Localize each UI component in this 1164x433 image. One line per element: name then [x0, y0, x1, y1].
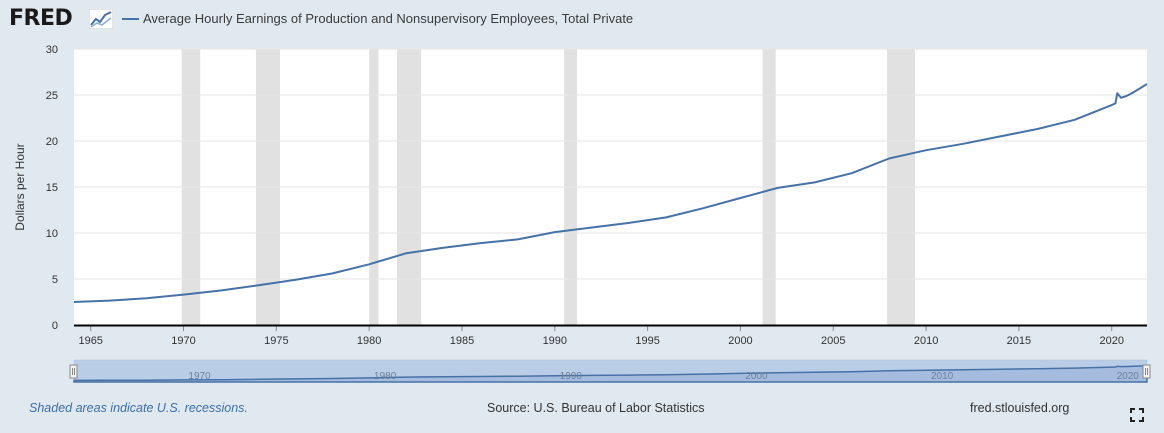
x-tick-label: 1970	[171, 335, 195, 347]
y-tick-label: 20	[46, 136, 58, 148]
x-axis-ticks: 1965 1970 1975 1980 1985 1990 1995 2000 2005 2010…	[78, 326, 1124, 347]
navigator-label: 1980	[374, 371, 397, 382]
chart-header: FRED Average Hourly Earnings of Producti…	[0, 0, 1164, 40]
y-tick-label: 10	[46, 228, 58, 240]
x-tick-label: 2020	[1099, 335, 1123, 347]
y-axis-label: Dollars per Hour	[13, 143, 27, 230]
navigator-right-handle[interactable]	[1142, 364, 1151, 379]
y-tick-label: 5	[52, 274, 58, 286]
navigator-label: 2010	[931, 371, 954, 382]
x-tick-label: 1980	[357, 335, 381, 347]
x-tick-label: 1985	[450, 335, 474, 347]
x-tick-label: 2015	[1007, 335, 1031, 347]
x-tick-label: 1965	[78, 335, 102, 347]
y-tick-label: 15	[46, 182, 58, 194]
fred-logo[interactable]: FRED	[9, 6, 73, 31]
navigator-series-line	[73, 364, 1148, 383]
series-line[interactable]	[73, 83, 1148, 303]
navigator-label: 1970	[188, 371, 211, 382]
grid-lines	[74, 48, 1147, 280]
navigator-left-handle[interactable]	[69, 364, 78, 379]
legend-swatch	[122, 18, 139, 20]
x-tick-label: 1995	[635, 335, 659, 347]
y-tick-label: 25	[46, 90, 58, 102]
navigator-label: 2020	[1117, 371, 1140, 382]
legend-series-label[interactable]: Average Hourly Earnings of Production an…	[143, 11, 634, 26]
x-tick-label: 1975	[264, 335, 288, 347]
x-tick-label: 2005	[821, 335, 845, 347]
series-layer	[73, 83, 1148, 303]
range-navigator[interactable]: 1970 1980 1990 2000 2010 2020	[69, 359, 1151, 383]
navigator-selection[interactable]	[74, 360, 1147, 382]
chart-svg[interactable]: 0 5 10 15 20 25 30 1965 1970 1975 1980 1985 1990 199…	[0, 0, 1164, 400]
x-tick-label: 1990	[543, 335, 567, 347]
navigator-label: 1990	[560, 371, 583, 382]
source-note: Source: U.S. Bureau of Labor Statistics	[487, 401, 705, 415]
y-tick-label: 0	[52, 320, 58, 332]
line-chart-icon	[89, 9, 113, 29]
y-axis-ticks: 0 5 10 15 20 25 30	[46, 44, 58, 332]
x-tick-label: 2000	[728, 335, 752, 347]
y-tick-label: 30	[46, 44, 58, 56]
x-tick-label: 2010	[914, 335, 938, 347]
site-link[interactable]: fred.stlouisfed.org	[970, 401, 1070, 415]
navigator-label: 2000	[745, 371, 768, 382]
navigator-labels: 1970 1980 1990 2000 2010 2020	[188, 371, 1139, 382]
recession-note: Shaded areas indicate U.S. recessions.	[29, 401, 248, 415]
fullscreen-icon[interactable]	[1130, 408, 1144, 422]
